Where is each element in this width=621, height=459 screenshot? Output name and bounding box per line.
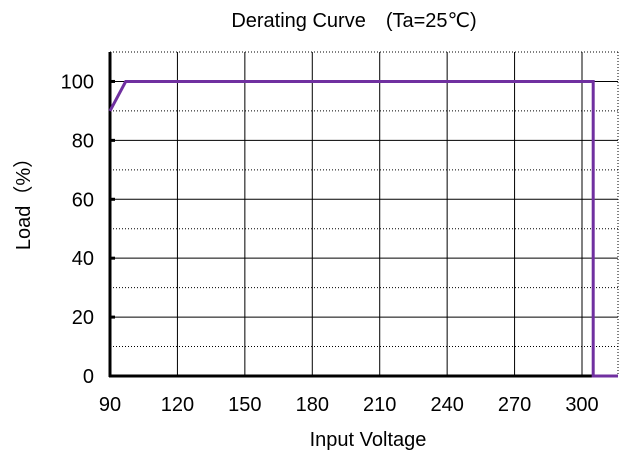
y-tick-label: 0 xyxy=(83,366,94,388)
chart-title: Derating Curve (Ta=25℃) xyxy=(231,10,476,32)
x-tick-label: 300 xyxy=(565,394,598,416)
grid-layer xyxy=(110,51,619,376)
y-axis-title: Load（%） xyxy=(12,148,35,250)
y-tick-label: 60 xyxy=(72,189,94,211)
x-tick-label: 150 xyxy=(228,394,261,416)
x-tick-label: 210 xyxy=(363,394,396,416)
y-tick-label: 80 xyxy=(72,130,94,152)
x-tick-label: 120 xyxy=(161,394,194,416)
series-layer xyxy=(108,80,618,378)
x-tick-label: 240 xyxy=(430,394,463,416)
x-tick-label: 90 xyxy=(99,394,121,416)
x-tick-label: 270 xyxy=(498,394,531,416)
axes-layer xyxy=(108,52,618,378)
derating-curve-line xyxy=(108,80,618,378)
x-axis-title: Input Voltage xyxy=(310,429,427,451)
ticks-layer: 0 20 40 60 80 100 90 120 150 180 210 240 270 300 xyxy=(61,71,599,416)
y-tick-label: 100 xyxy=(61,71,94,93)
y-tick-label: 40 xyxy=(72,248,94,270)
x-tick-label: 180 xyxy=(296,394,329,416)
y-tick-label: 20 xyxy=(72,307,94,329)
